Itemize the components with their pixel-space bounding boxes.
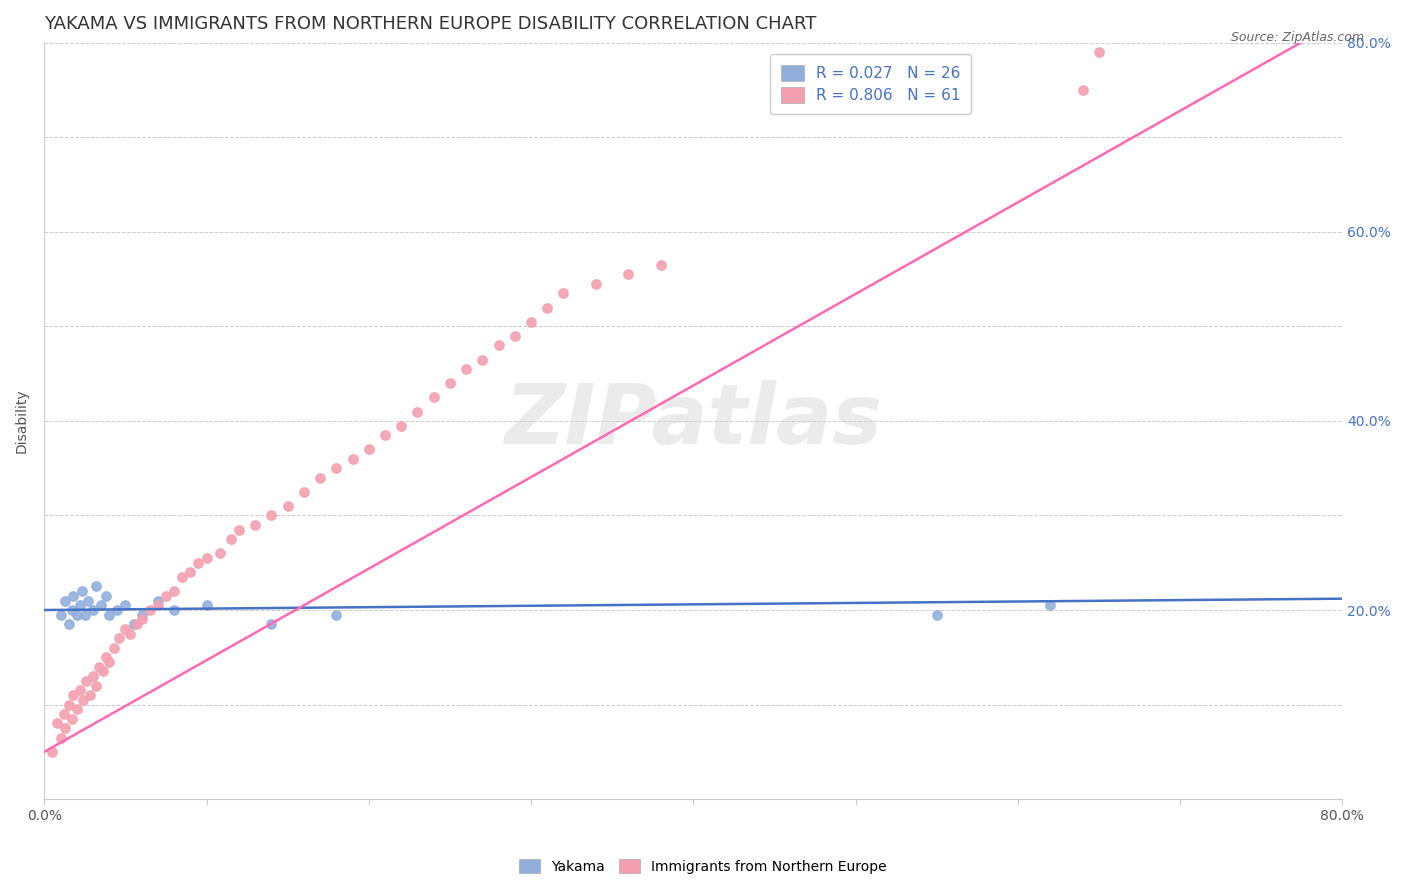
Point [219, 532, 242, 546]
Point [925, 607, 948, 622]
Point [58, 698, 80, 712]
Point [292, 484, 315, 499]
Point [58, 617, 80, 632]
Point [77, 593, 100, 607]
Point [503, 329, 526, 343]
Point [79, 688, 101, 702]
Point [1071, 83, 1094, 97]
Text: Source: ZipAtlas.com: Source: ZipAtlas.com [1230, 31, 1364, 45]
Point [617, 268, 640, 282]
Point [82, 669, 104, 683]
Point [520, 315, 543, 329]
Point [114, 622, 136, 636]
Point [342, 451, 364, 466]
Point [471, 352, 494, 367]
Point [98, 607, 121, 622]
Point [208, 546, 231, 560]
Point [53, 721, 76, 735]
Point [62, 688, 84, 702]
Point [52, 706, 75, 721]
Text: ZIPatlas: ZIPatlas [505, 381, 882, 461]
Point [108, 632, 131, 646]
Point [131, 607, 153, 622]
Point [195, 551, 218, 566]
Point [146, 593, 169, 607]
Point [439, 376, 461, 391]
Point [105, 603, 128, 617]
Point [89, 659, 111, 673]
Point [260, 617, 283, 632]
Point [488, 338, 510, 352]
Legend: Yakama, Immigrants from Northern Europe: Yakama, Immigrants from Northern Europe [512, 852, 894, 880]
Point [309, 471, 332, 485]
Point [90, 599, 112, 613]
Point [98, 655, 121, 669]
Point [62, 589, 84, 603]
Point [163, 603, 186, 617]
Point [422, 390, 444, 404]
Point [75, 673, 97, 688]
Point [146, 599, 169, 613]
Point [260, 508, 283, 523]
Point [163, 584, 186, 599]
Point [1088, 45, 1111, 60]
Point [94, 650, 117, 665]
Point [456, 362, 478, 376]
Point [114, 599, 136, 613]
Point [406, 404, 429, 418]
Point [357, 442, 380, 457]
Point [70, 584, 93, 599]
Point [650, 258, 672, 272]
Point [66, 607, 89, 622]
Point [374, 428, 396, 442]
Point [553, 286, 575, 301]
Point [49, 607, 72, 622]
Point [325, 461, 347, 475]
Point [72, 693, 94, 707]
Point [46, 716, 69, 731]
Point [66, 702, 89, 716]
Point [139, 603, 162, 617]
Point [60, 603, 83, 617]
Point [245, 518, 267, 533]
Point [179, 565, 201, 579]
Point [187, 556, 209, 570]
Point [325, 607, 347, 622]
Point [277, 499, 299, 513]
Point [49, 731, 72, 745]
Point [122, 617, 145, 632]
Point [69, 599, 91, 613]
Point [131, 612, 153, 626]
Point [84, 579, 107, 593]
Y-axis label: Disability: Disability [15, 389, 30, 453]
Point [585, 277, 607, 291]
Point [41, 745, 63, 759]
Point [1039, 599, 1062, 613]
Point [103, 640, 125, 655]
Point [84, 679, 107, 693]
Point [91, 665, 114, 679]
Point [228, 523, 250, 537]
Point [155, 589, 177, 603]
Point [60, 712, 83, 726]
Point [389, 418, 412, 433]
Point [120, 626, 142, 640]
Point [536, 301, 558, 315]
Point [125, 617, 148, 632]
Point [94, 589, 117, 603]
Point [53, 593, 76, 607]
Text: YAKAMA VS IMMIGRANTS FROM NORTHERN EUROPE DISABILITY CORRELATION CHART: YAKAMA VS IMMIGRANTS FROM NORTHERN EUROP… [44, 15, 817, 33]
Point [73, 607, 96, 622]
Legend: R = 0.027   N = 26, R = 0.806   N = 61: R = 0.027 N = 26, R = 0.806 N = 61 [770, 54, 972, 114]
Point [195, 599, 218, 613]
Point [69, 683, 91, 698]
Point [82, 603, 104, 617]
Point [172, 570, 194, 584]
